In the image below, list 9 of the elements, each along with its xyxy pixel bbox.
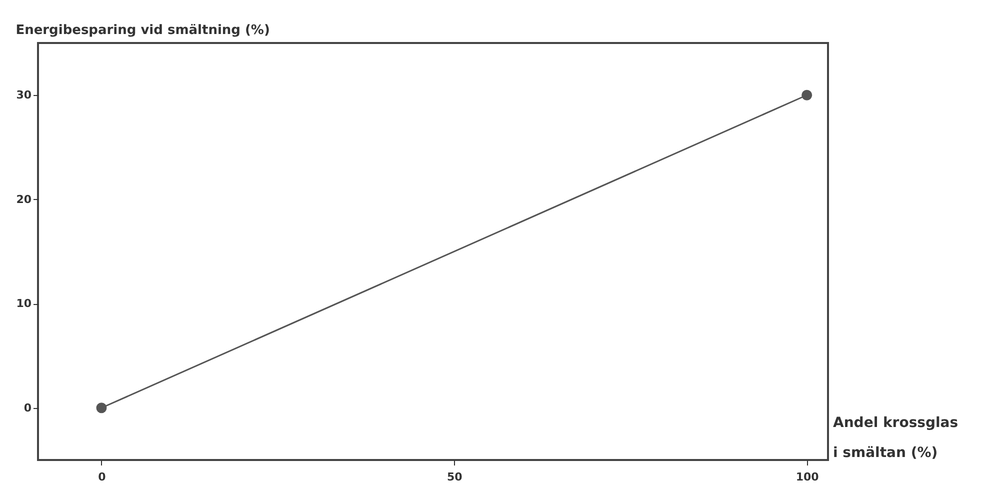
x-tick-label: 100 (796, 470, 820, 484)
x-tick-label: 50 (447, 470, 463, 484)
y-tick-label: 30 (16, 88, 32, 102)
y-tick-label: 0 (24, 401, 32, 414)
x-axis-title: Andel krossglas i smältan (%) (833, 415, 958, 461)
y-tick-label: 20 (16, 192, 32, 206)
y-tick-label: 10 (16, 297, 32, 310)
x-tick-label: 0 (98, 470, 106, 484)
chart-title: Energibesparing vid smältning (%) (16, 23, 270, 38)
